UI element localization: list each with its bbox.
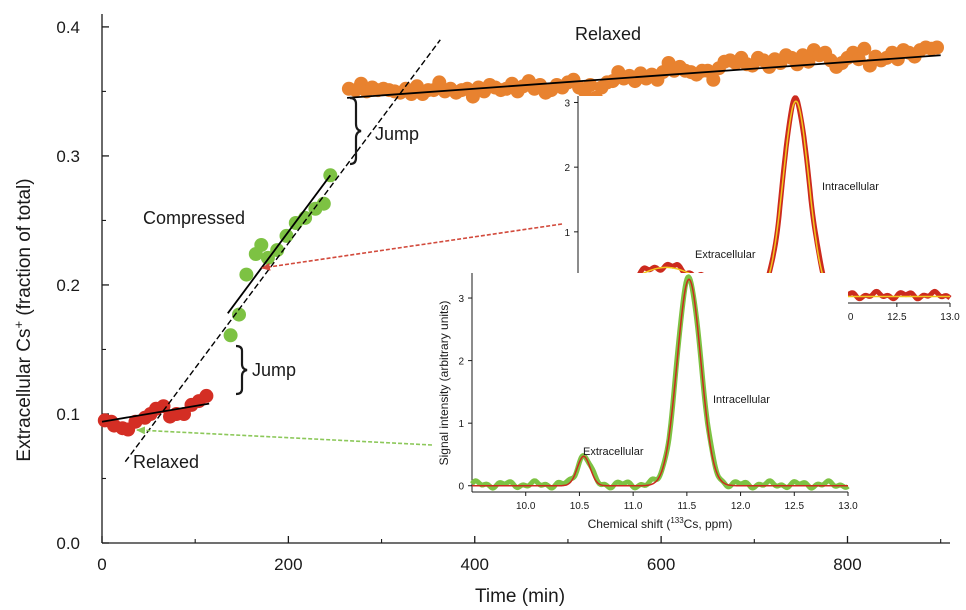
data-point [232,307,246,322]
jump-lower-brace [235,344,248,396]
inset-x-tick-label: 12.5 [887,312,907,323]
inset-y-tick-label: 1 [564,228,570,239]
y-tick-label: 0.1 [56,405,80,424]
jump-upper-brace [349,96,362,166]
y-axis-title-main: Extracellular Cs [14,329,35,462]
fit-lines [101,39,941,463]
y-tick-label: 0.4 [56,18,80,37]
fit-line [101,402,210,423]
data-point [857,41,872,56]
arrow-to-compressed [261,223,563,271]
data-point [254,238,269,252]
y-tick-label: 0.2 [56,276,80,295]
x-tick-label: 400 [461,555,489,574]
inset-x-tick-label: 12.0 [731,501,751,512]
peak-label-intracellular: Intracellular [713,394,770,406]
inset-x-title-tail: Cs, ppm) [684,517,733,531]
data-point [851,52,866,67]
inset-y-tick-label: 2 [564,163,570,174]
fit-line [347,54,941,99]
data-point [199,388,214,403]
inset-x-tick-label: 13.0 [838,501,858,512]
data-point [239,267,254,282]
inset-y-tick-label: 2 [458,357,464,368]
data-point [156,399,171,414]
data-point [930,40,944,55]
annotation-relaxed-bottom: Relaxed [133,452,199,472]
y-tick-label: 0.3 [56,147,80,166]
inset-compressed-spectrum: 10.010.511.011.512.012.513.00123Extracel… [564,95,960,323]
x-tick-label: 600 [647,555,675,574]
peak-label-extracellular: Extracellular [583,446,644,458]
inset-background [578,96,950,303]
inset-relaxed-spectrum: 10.0 10.5 11.0 11.5 12.0 12.5 13.0 0 1 2 3 Extracel… [437,273,858,531]
x-tick-label: 800 [833,555,861,574]
inset-x-tick-label: 12.5 [785,501,805,512]
inset-x-title-sup: 133 [670,516,684,525]
inset-x-tick-label: 11.5 [677,501,696,512]
fit-line-dashed [124,39,441,463]
inset-background [472,273,848,492]
peak-label-intracellular: Intracellular [822,181,879,193]
fit-line [227,174,332,314]
inset-y-tick-label: 0 [458,482,464,493]
y-tick-label: 0.0 [56,534,80,553]
inset-x-tick-label: 11.0 [624,501,643,512]
x-tick-label: 0 [97,555,106,574]
data-point [316,196,331,211]
arrow-to-relaxed [136,426,433,446]
inset-y-tick-label: 1 [458,419,464,430]
annotation-jump-lower: Jump [252,360,296,380]
annotation-relaxed-top: Relaxed [575,24,641,44]
inset-x-tick-label: 10.0 [516,501,536,512]
inset-y-tick-label: 3 [458,294,464,305]
inset-y-axis-title: Signal intensity (arbitrary units) [437,301,451,466]
y-axis-title: Extracellular Cs+ (fraction of total) [11,178,35,461]
annotation-compressed: Compressed [143,208,245,228]
x-tick-label: 200 [274,555,302,574]
annotation-jump-upper: Jump [375,124,419,144]
inset-x-axis-title: Chemical shift (133Cs, ppm) [588,516,733,531]
y-axis-title-tail: (fraction of total) [14,178,35,321]
inset-x-title-main: Chemical shift ( [588,517,671,531]
data-point [706,72,721,87]
data-point [223,328,238,343]
peak-label-extracellular: Extracellular [695,249,756,261]
x-axis-title: Time (min) [475,586,565,607]
inset-x-tick-label: 13.0 [940,312,960,323]
y-axis-title-sup: + [11,321,26,329]
spectrum-fit-trace [472,278,848,487]
inset-y-tick-label: 3 [564,98,570,109]
inset-x-tick-label: 10.5 [570,501,590,512]
data-point [270,243,285,258]
